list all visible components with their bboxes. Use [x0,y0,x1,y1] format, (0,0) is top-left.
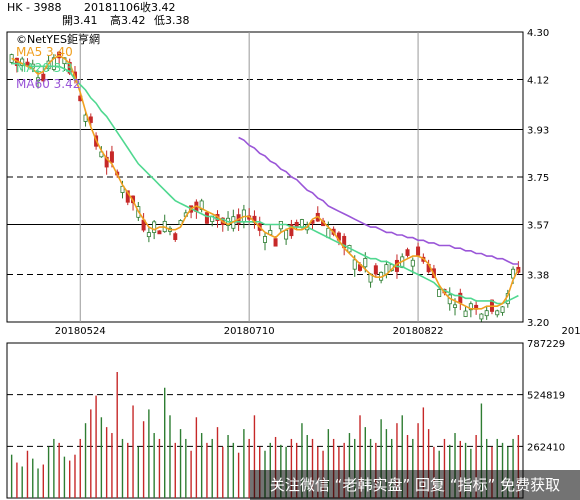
high-label: 高3.42 [110,14,146,27]
volume-axis: 787229 524819 262410 [527,339,565,453]
close-label: 收3.42 [140,1,176,14]
candle-body [294,221,299,228]
candle-body [157,230,162,235]
ma20-line [11,62,519,305]
price-tick-label: 4.12 [527,75,549,86]
candle-body [173,233,178,240]
price-axis: 4.30 4.12 3.93 3.75 3.57 3.38 3.20 [527,28,549,329]
price-tick-label: 3.20 [527,318,549,329]
candle-body [284,229,289,240]
date-label: 20181106 [84,1,140,14]
candle-body [437,289,442,297]
candle-body [41,73,46,82]
price-tick-label: 3.93 [527,126,549,137]
price-tick-label: 4.30 [527,28,549,39]
open-label: 開3.41 [62,14,98,27]
date-axis: 20180524 20180710 20180822 20181008 [55,326,580,337]
ma5-line [11,54,520,310]
candle-body [458,292,463,304]
volume-tick-label: 787229 [527,339,565,350]
candle-body [289,224,294,237]
candle-body [484,310,489,317]
candle-body [463,310,468,317]
source-label: ©NetYES鉅亨網 [16,33,100,46]
candle-body [453,304,458,308]
candle-body [405,249,410,256]
candle-body [352,259,357,270]
candle-body [373,265,378,275]
candle-body [36,77,41,82]
volume-tick-label: 262410 [527,442,565,453]
price-panel-frame [6,31,524,323]
candle-body [479,313,484,320]
price-tick-label: 3.38 [527,271,549,282]
volume-grid [7,394,523,447]
candle-body [363,258,368,268]
candle-body [299,219,304,228]
ma60-line [238,136,519,265]
candle-body [146,232,151,238]
date-label: 20180822 [393,326,444,337]
price-tick-label: 3.57 [527,220,549,231]
candle-body [495,310,500,316]
price-tick-label: 3.75 [527,173,549,184]
ma5-legend: MA5 3.40 [16,45,73,59]
volume-tick-label: 524819 [527,391,565,402]
watermark: 关注微信 “老韩实盘” 回复 “指标” 免费获取 [250,470,580,500]
candle-body [152,221,157,233]
ma20-legend: MA20 3.3 [16,61,73,75]
date-label: 20180710 [224,326,275,337]
candle-body [109,151,114,163]
candle-body [416,246,421,256]
candle-body [511,268,516,279]
candle-body [500,306,505,313]
date-label: 20180524 [55,326,106,337]
candle-body [273,238,278,247]
candle-body [468,303,473,311]
candle-body [204,212,209,224]
candle-body [410,259,415,267]
low-label: 低3.38 [154,14,190,27]
symbol-label: HK - 3988 [7,1,62,14]
ma60-legend: MA60 3.42 [16,77,81,91]
candle-body [262,236,267,243]
date-label: 20181008 [562,326,580,337]
